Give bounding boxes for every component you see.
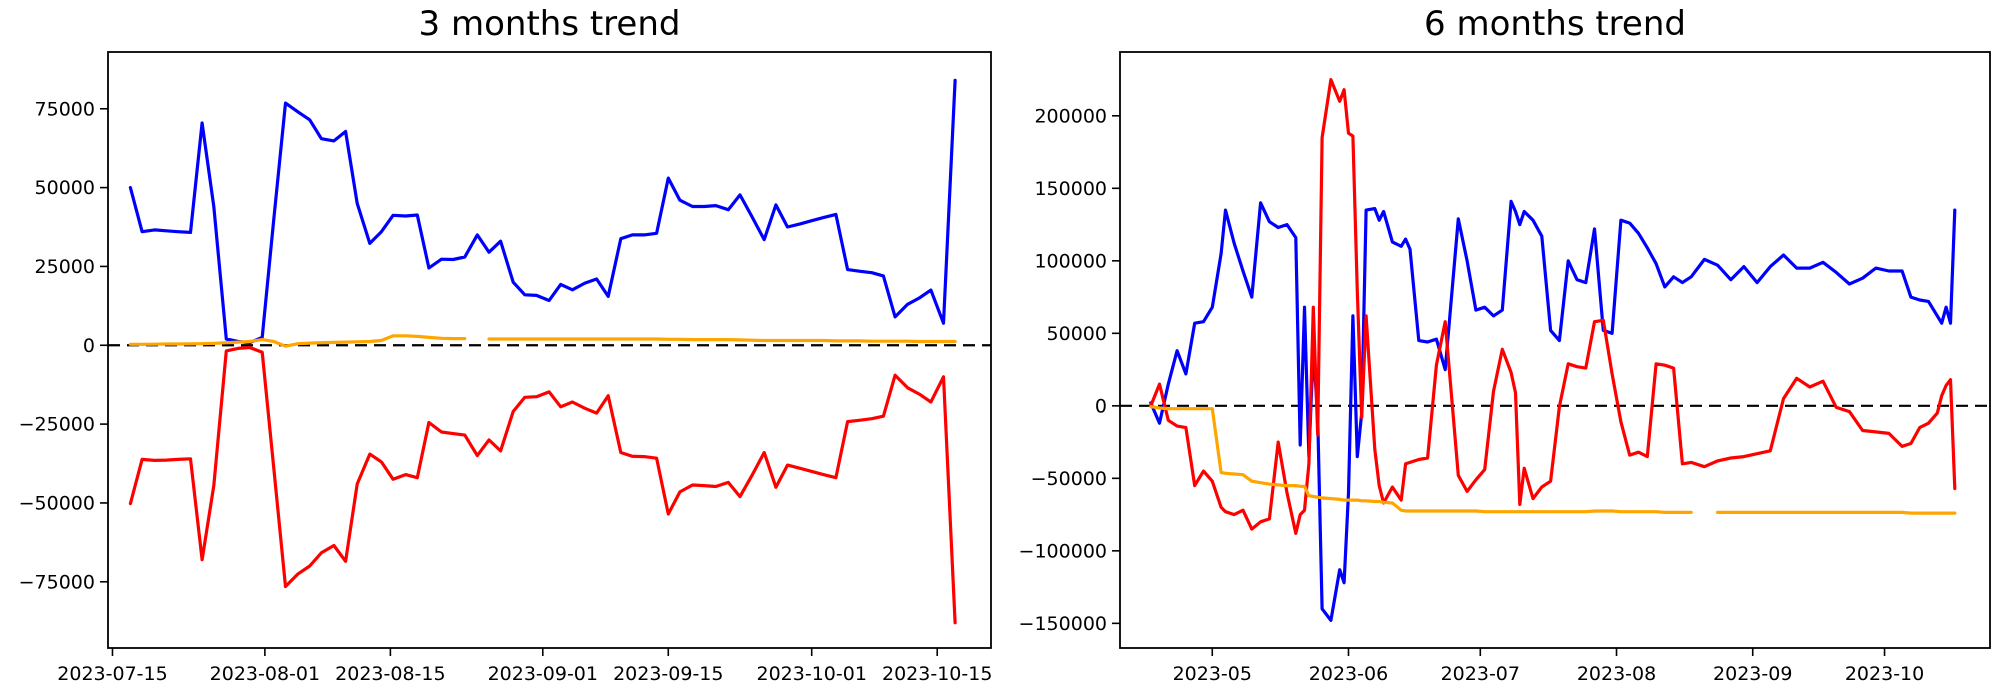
x-tick-label: 2023-08 [1577, 663, 1656, 685]
y-tick-label: −150000 [1019, 613, 1107, 635]
orange-line [1149, 405, 1957, 515]
x-tick-label: 2023-08-01 [210, 663, 320, 685]
y-tick-label: −25000 [19, 414, 95, 436]
y-tick-label: 50000 [1047, 323, 1107, 345]
chart-3-months-trend: 75000 50000 25000 0 −25000 −50000 −75000 2023-0… [19, 51, 992, 685]
y-tick-label: 25000 [35, 256, 95, 278]
x-tick-label: 2023-07 [1441, 663, 1520, 685]
red-line [1149, 78, 1957, 535]
y-tick-label: −100000 [1019, 540, 1107, 562]
orange-line [128, 334, 957, 348]
y-tick-label: 150000 [1034, 178, 1107, 200]
axes-spine [107, 51, 992, 649]
blue-line [128, 78, 957, 345]
y-tick-label: 75000 [35, 98, 95, 120]
x-tick-label: 2023-08-15 [335, 663, 445, 685]
axes-spine [1119, 51, 1991, 649]
x-tick-label: 2023-09 [1713, 663, 1792, 685]
y-tick-label: 100000 [1034, 250, 1107, 272]
y-tick-label: −50000 [19, 492, 95, 514]
x-tick-label: 2023-10 [1845, 663, 1924, 685]
chart-6-months-trend: 200000 150000 100000 50000 0 −50000 −100000 −15… [1019, 51, 1991, 685]
x-tick-label: 2023-07-15 [57, 663, 167, 685]
blue-line [1149, 199, 1957, 622]
y-tick-label: 0 [83, 335, 95, 357]
x-tick-label: 2023-09-15 [613, 663, 723, 685]
chart-title-6-months: 6 months trend [1424, 4, 1686, 44]
red-line [128, 345, 957, 625]
x-tick-label: 2023-05 [1173, 663, 1252, 685]
y-tick-label: −50000 [1031, 468, 1107, 490]
y-tick-label: 0 [1095, 395, 1107, 417]
y-tick-label: 200000 [1034, 105, 1107, 127]
x-tick-label: 2023-06 [1309, 663, 1388, 685]
x-tick-label: 2023-10-15 [882, 663, 992, 685]
x-tick-label: 2023-10-01 [756, 663, 866, 685]
y-tick-label: −75000 [19, 571, 95, 593]
x-tick-label: 2023-09-01 [488, 663, 598, 685]
y-tick-label: 50000 [35, 177, 95, 199]
chart-title-3-months: 3 months trend [418, 4, 681, 44]
